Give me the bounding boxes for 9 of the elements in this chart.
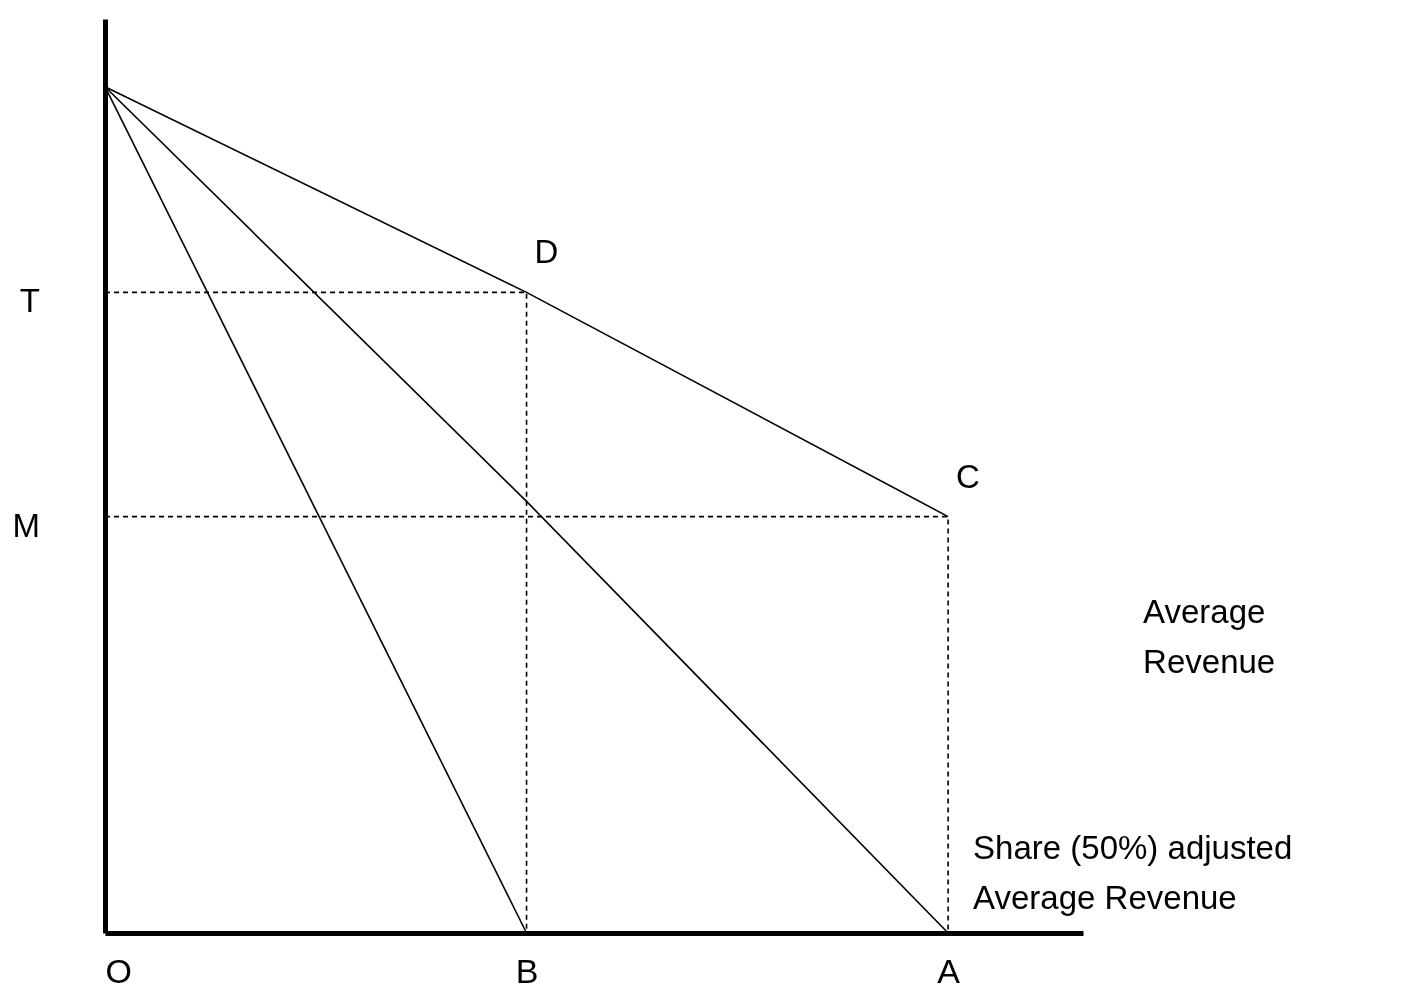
- x-tick-label: A: [937, 951, 961, 990]
- annotation: C: [956, 457, 980, 495]
- annotation: D: [534, 233, 559, 271]
- series-label: Share (50%) adjusted Average Revenue: [973, 829, 1293, 916]
- annotation: T: [19, 282, 40, 320]
- x-tick-label: B: [515, 951, 539, 990]
- annotation: M: [12, 506, 40, 544]
- text: Average Revenue: [1143, 592, 1276, 680]
- x-tick-label: O: [105, 951, 132, 990]
